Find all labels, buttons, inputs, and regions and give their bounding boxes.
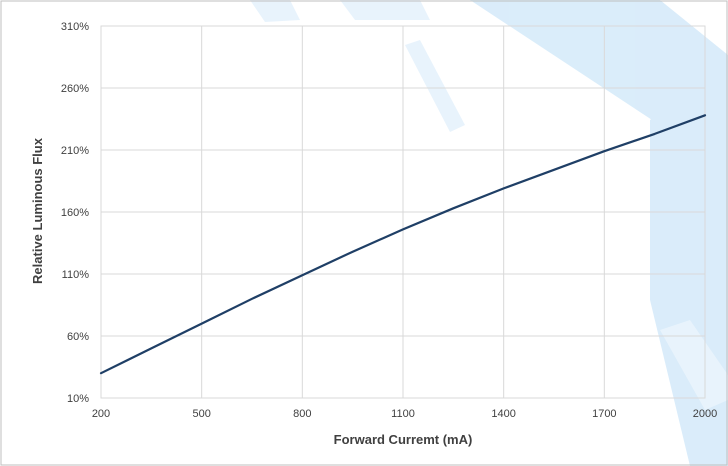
x-tick-label: 200 [92, 408, 110, 420]
x-tick-label: 2000 [693, 408, 717, 420]
watermark-mark-d [660, 320, 728, 410]
y-tick-label: 260% [61, 83, 89, 95]
watermark-mark-c [405, 40, 465, 132]
watermark-mark-a [340, 0, 430, 20]
plot-area-border [100, 25, 706, 399]
x-tick-label: 800 [293, 408, 311, 420]
x-tick-label: 500 [192, 408, 210, 420]
y-tick-label: 60% [67, 331, 89, 343]
y-tick-label: 210% [61, 145, 89, 157]
y-tick-label: 10% [67, 393, 89, 405]
y-tick-label: 160% [61, 207, 89, 219]
series-line [99, 114, 707, 375]
y-tick-label: 310% [61, 21, 89, 33]
watermark-mark-b [250, 0, 300, 22]
y-tick-label: 110% [62, 269, 90, 281]
x-axis-ticks: 200 500 800 1100 1400 1700 2000 [92, 408, 717, 420]
y-axis-ticks: 10% 60% 110% 160% 210% 260% 310% [61, 21, 89, 405]
x-tick-label: 1400 [491, 408, 515, 420]
x-tick-label: 1100 [391, 408, 415, 420]
series-group [99, 114, 707, 375]
plot-area [100, 25, 706, 399]
watermark-graphic [250, 0, 728, 466]
x-axis-title: Forward Curremt (mA) [334, 432, 473, 447]
x-tick-label: 1700 [592, 408, 616, 420]
y-axis-title: Relative Luminous Flux [30, 137, 45, 284]
